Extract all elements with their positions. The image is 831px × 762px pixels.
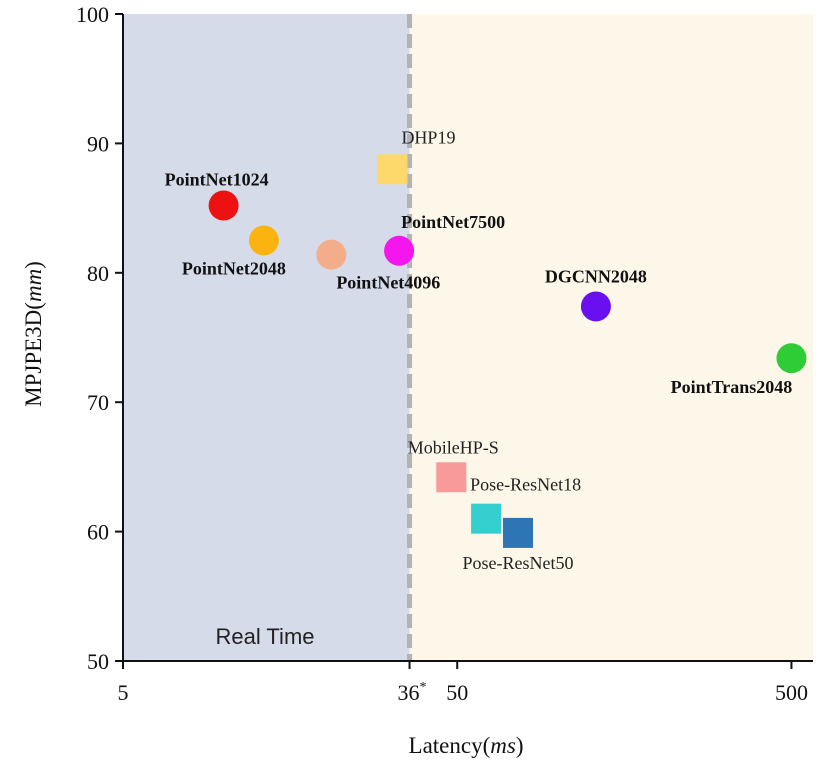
x-axis-title: Latency(ms) [409, 733, 524, 758]
point-labels: PointNet1024 PointNet2048 PointNet4096 Poin… [165, 127, 793, 573]
realtime-region [123, 14, 410, 661]
x-tick-label-50: 50 [446, 680, 468, 705]
label-pointnet4096: PointNet4096 [336, 273, 440, 293]
y-axis-title: MPJPE3D(mm) [21, 261, 46, 407]
label-dhp19: DHP19 [401, 127, 455, 147]
point-dgcnn2048 [580, 291, 611, 322]
nonrealtime-region [409, 14, 813, 661]
label-pointnet2048: PointNet2048 [182, 258, 286, 278]
point-pose-resnet18 [471, 503, 502, 534]
y-tick-label-100: 100 [76, 2, 109, 27]
label-pointnet7500: PointNet7500 [401, 212, 505, 232]
label-pose-resnet50: Pose-ResNet50 [463, 553, 574, 573]
data-points [208, 154, 807, 548]
y-tick-label-70: 70 [87, 390, 109, 415]
point-pointnet2048 [248, 225, 279, 256]
label-pose-resnet18: Pose-ResNet18 [470, 475, 581, 495]
point-dhp19 [377, 154, 408, 185]
y-tick-label-80: 80 [87, 261, 109, 286]
x-tick-label-5: 5 [118, 680, 129, 705]
y-tick-label-60: 60 [87, 520, 109, 545]
point-pointnet1024 [208, 190, 239, 221]
point-pointnet4096 [316, 239, 347, 270]
x-tick-label-500: 500 [775, 680, 808, 705]
point-pointtrans2048 [776, 343, 807, 374]
point-pointnet7500 [384, 235, 415, 266]
label-pointnet1024: PointNet1024 [165, 170, 269, 190]
point-mobilehp-s [436, 462, 467, 493]
y-tick-label-50: 50 [87, 649, 109, 674]
real-time-label: Real Time [215, 624, 314, 649]
background-regions [123, 14, 813, 661]
label-mobilehp-s: MobileHP-S [408, 437, 499, 457]
y-tick-label-90: 90 [87, 131, 109, 156]
axes: 50 60 70 80 90 100 5 50 500 [76, 2, 813, 705]
label-dgcnn2048: DGCNN2048 [545, 266, 647, 286]
threshold-tick-label: 36* [398, 680, 427, 705]
point-pose-resnet50 [503, 517, 534, 548]
label-pointtrans2048: PointTrans2048 [671, 377, 793, 397]
